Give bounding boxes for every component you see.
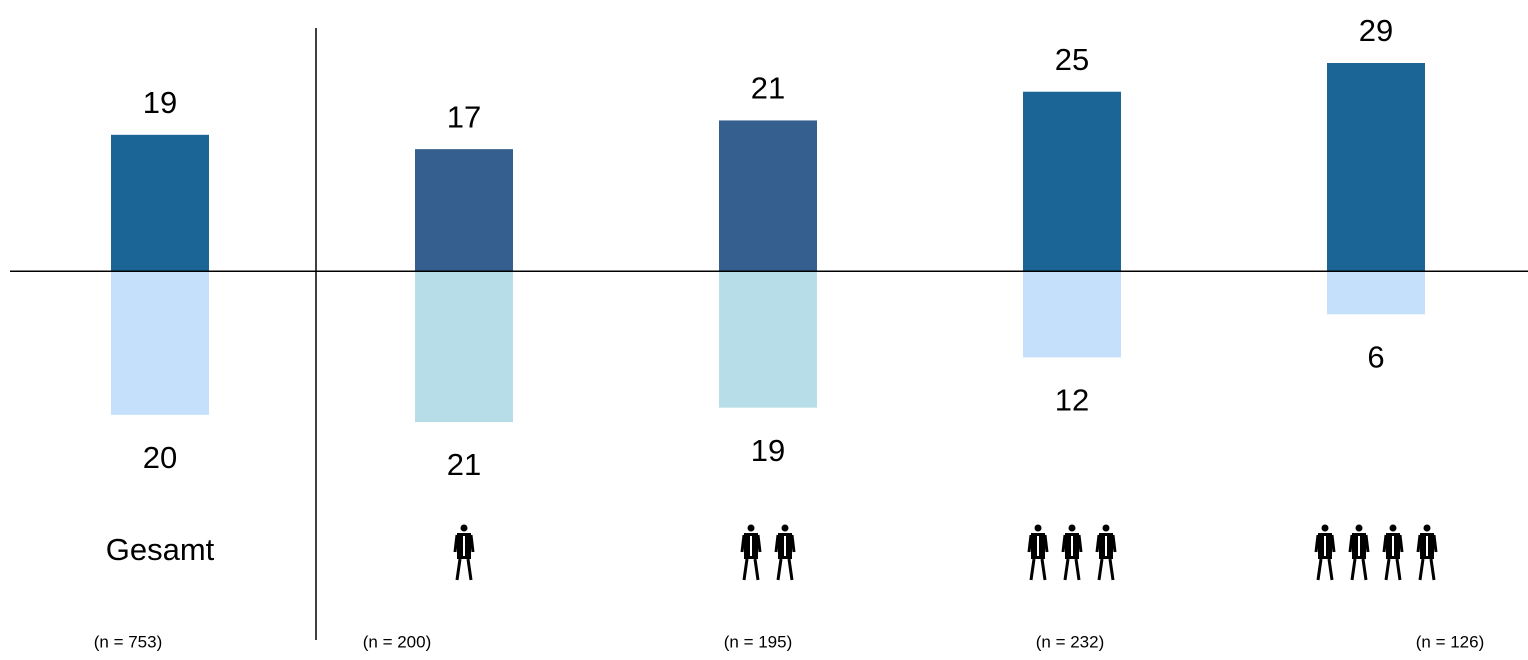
value-label: 21 — [447, 447, 481, 482]
bar — [1023, 271, 1121, 358]
icon-legs — [740, 534, 762, 581]
icon-gap — [784, 536, 786, 556]
value-label: 29 — [1359, 13, 1393, 48]
icon-legs — [1416, 534, 1438, 581]
value-label: 12 — [1055, 383, 1089, 418]
value-label: 21 — [751, 71, 785, 106]
icon-head — [1068, 524, 1076, 532]
bar — [415, 271, 513, 422]
bar — [1327, 63, 1425, 272]
icon-gap — [1105, 536, 1107, 556]
bar — [719, 120, 817, 272]
sample-size: (n = 126) — [1416, 632, 1485, 651]
bar — [415, 149, 513, 272]
bar — [111, 134, 209, 272]
icon-gap — [1037, 536, 1039, 556]
icon-gap — [1392, 536, 1394, 556]
icon-legs — [774, 534, 796, 581]
value-label: 20 — [143, 440, 177, 475]
icon-head — [1355, 524, 1363, 532]
icon-head — [1321, 524, 1329, 532]
icon-gap — [1426, 536, 1428, 556]
category-label: Gesamt — [106, 532, 215, 567]
value-label: 17 — [447, 99, 481, 134]
icon-head — [1102, 524, 1110, 532]
icon-gap — [750, 536, 752, 556]
icon-legs — [1382, 534, 1404, 581]
person-icon — [740, 524, 762, 581]
bar — [719, 271, 817, 408]
icon-legs — [1348, 534, 1370, 581]
icon-legs — [1314, 534, 1336, 581]
person-icon — [453, 524, 475, 581]
person-icon — [1095, 524, 1117, 581]
sample-size: (n = 753) — [94, 632, 163, 651]
icon-legs — [1061, 534, 1083, 581]
icon-head — [1034, 524, 1042, 532]
icon-head — [781, 524, 789, 532]
value-label: 6 — [1367, 339, 1384, 374]
person-icon — [1416, 524, 1438, 581]
person-icon — [1061, 524, 1083, 581]
icon-head — [460, 524, 468, 532]
bar — [111, 271, 209, 415]
icon-gap — [1071, 536, 1073, 556]
person-icon — [1314, 524, 1336, 581]
icon-head — [747, 524, 755, 532]
icon-legs — [1095, 534, 1117, 581]
icon-gap — [463, 536, 465, 556]
person-icon — [1027, 524, 1049, 581]
sample-size: (n = 232) — [1036, 632, 1105, 651]
sample-size: (n = 195) — [724, 632, 793, 651]
sample-size: (n = 200) — [363, 632, 432, 651]
person-icon — [1382, 524, 1404, 581]
value-label: 19 — [751, 433, 785, 468]
icon-head — [1389, 524, 1397, 532]
person-icon — [1348, 524, 1370, 581]
bar — [1327, 271, 1425, 315]
person-icon — [774, 524, 796, 581]
icon-legs — [1027, 534, 1049, 581]
icon-legs — [453, 534, 475, 581]
icon-head — [1423, 524, 1431, 532]
value-label: 25 — [1055, 42, 1089, 77]
icon-gap — [1358, 536, 1360, 556]
icon-gap — [1324, 536, 1326, 556]
bar — [1023, 91, 1121, 272]
value-label: 19 — [143, 85, 177, 120]
